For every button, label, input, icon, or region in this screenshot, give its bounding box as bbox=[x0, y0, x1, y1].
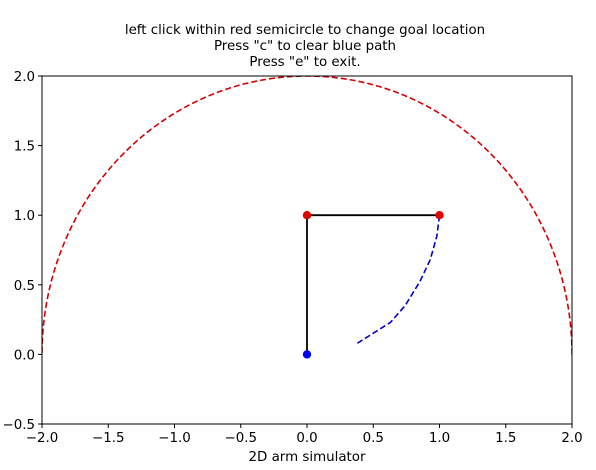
x-tick-label: −1.5 bbox=[92, 431, 125, 446]
y-tick-label: 1.5 bbox=[14, 140, 35, 155]
x-tick-label: 0.5 bbox=[363, 431, 384, 446]
elbow-joint-point bbox=[302, 211, 312, 220]
x-tick-label: −1.0 bbox=[158, 431, 191, 446]
title-line-2: Press "c" to clear blue path bbox=[213, 39, 397, 54]
y-tick-label: −0.5 bbox=[2, 418, 35, 433]
x-tick-label: −2.0 bbox=[26, 431, 59, 446]
x-axis-label: 2D arm simulator bbox=[248, 450, 366, 465]
x-tick-label: 2.0 bbox=[561, 431, 582, 446]
x-tick-label: 1.5 bbox=[495, 431, 516, 446]
title-line-1: left click within red semicircle to chan… bbox=[124, 23, 486, 38]
x-tick-label: 0.0 bbox=[296, 431, 317, 446]
x-tick-label: 1.0 bbox=[429, 431, 450, 446]
y-tick-label: 2.0 bbox=[14, 70, 35, 85]
end-effector-point bbox=[435, 211, 444, 220]
y-tick-label: 0.0 bbox=[14, 348, 35, 363]
title-line-3: Press "e" to exit. bbox=[249, 55, 361, 70]
x-tick-label: −0.5 bbox=[224, 431, 257, 446]
workspace-semicircle bbox=[42, 76, 572, 355]
end-effector-path bbox=[356, 215, 441, 344]
arm-base-point bbox=[302, 350, 312, 359]
y-tick-label: 0.5 bbox=[14, 279, 35, 294]
y-tick-label: 1.0 bbox=[14, 209, 35, 224]
